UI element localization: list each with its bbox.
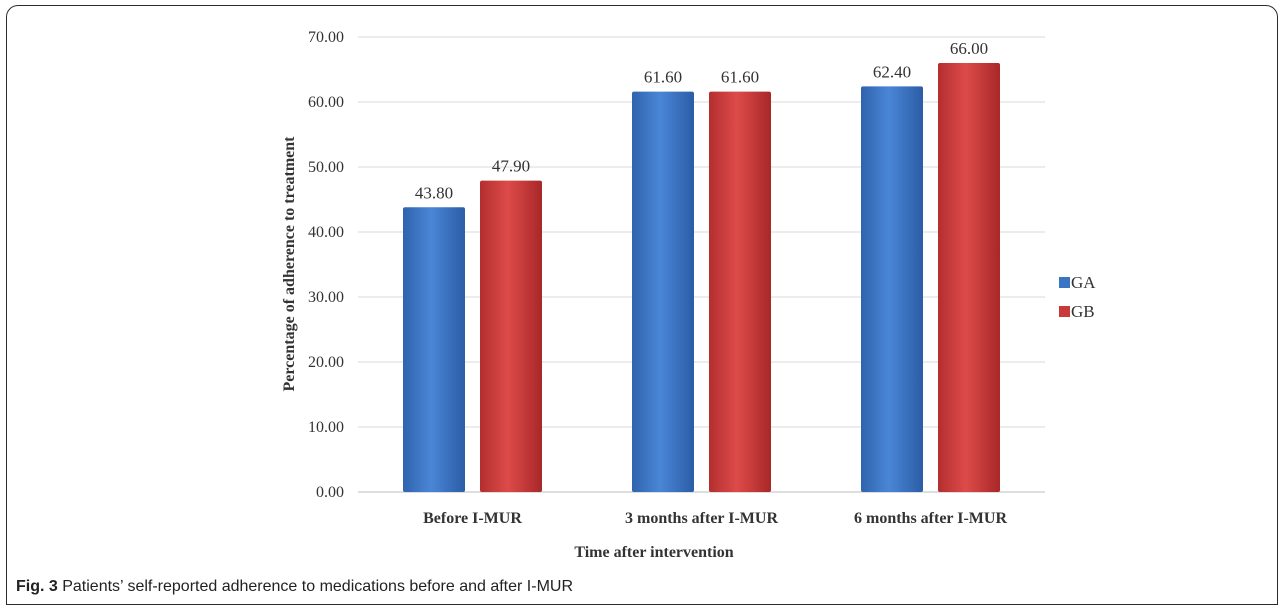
bars: 43.80 47.90 61.60 61.60 62.40 66.00 bbox=[403, 39, 1000, 493]
y-tick-label: 0.00 bbox=[316, 484, 344, 501]
y-axis-ticks: 0.00 10.00 20.00 30.00 40.00 50.00 60.00 70.00 bbox=[308, 29, 344, 501]
y-tick-label: 70.00 bbox=[308, 29, 344, 46]
legend: GA GB bbox=[1059, 273, 1096, 321]
x-axis-ticks: Before I-MUR 3 months after I-MUR 6 months… bbox=[423, 510, 1007, 527]
y-tick-label: 50.00 bbox=[308, 159, 344, 176]
bar-gb bbox=[480, 180, 542, 492]
y-tick-label: 10.00 bbox=[308, 419, 344, 436]
x-tick-label: 6 months after I-MUR bbox=[854, 510, 1007, 527]
y-tick-label: 60.00 bbox=[308, 94, 344, 111]
legend-label: GA bbox=[1071, 273, 1096, 292]
x-tick-label: 3 months after I-MUR bbox=[625, 510, 778, 527]
y-axis-label: Percentage of adherence to treatment bbox=[281, 136, 298, 392]
figure-caption: Fig. 3 Patients’ self-reported adherence… bbox=[16, 578, 573, 596]
bar-gb bbox=[938, 63, 1000, 492]
data-label: 43.80 bbox=[415, 183, 453, 202]
legend-label: GB bbox=[1071, 302, 1095, 321]
caption-text: Patients’ self-reported adherence to med… bbox=[57, 578, 574, 595]
y-tick-label: 30.00 bbox=[308, 289, 344, 306]
legend-swatch-ga bbox=[1059, 277, 1070, 288]
figure-label: Fig. 3 bbox=[16, 578, 58, 595]
x-axis-label: Time after intervention bbox=[574, 544, 733, 561]
legend-swatch-gb bbox=[1059, 306, 1070, 317]
bar-gb bbox=[709, 91, 771, 492]
data-label: 62.40 bbox=[873, 62, 911, 81]
data-label: 66.00 bbox=[950, 39, 988, 58]
bar-ga bbox=[632, 91, 694, 492]
bar-ga bbox=[861, 86, 923, 493]
x-tick-label: Before I-MUR bbox=[423, 510, 522, 527]
data-label: 61.60 bbox=[644, 68, 682, 87]
bar-ga bbox=[403, 207, 465, 493]
data-label: 61.60 bbox=[721, 68, 759, 87]
y-tick-label: 40.00 bbox=[308, 224, 344, 241]
data-label: 47.90 bbox=[492, 157, 530, 176]
y-tick-label: 20.00 bbox=[308, 354, 344, 371]
gridlines bbox=[358, 36, 1045, 493]
